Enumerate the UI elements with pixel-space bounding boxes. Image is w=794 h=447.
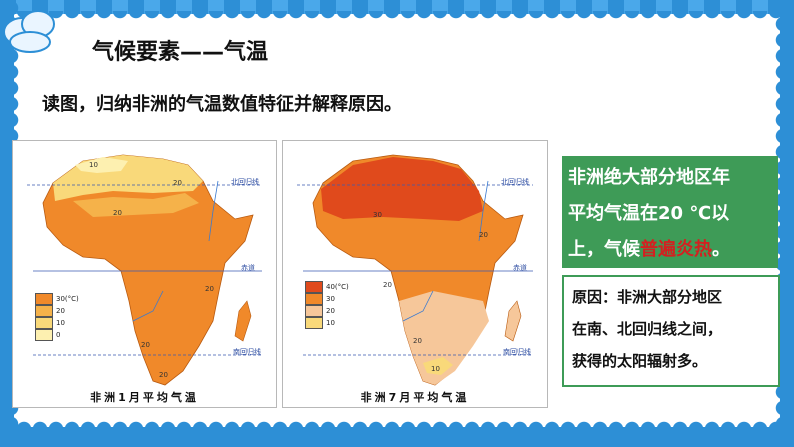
nile-river	[478, 180, 489, 242]
isotherm-label: 20	[413, 337, 422, 345]
conclusion-line: 上，气候普遍炎热。	[568, 239, 730, 260]
legend-item: 40(°C)	[305, 281, 349, 293]
africa-july-map	[297, 154, 533, 386]
map-july: 30 20 20 20 10 北回归线 赤道 南回归线 40(°C) 30 20…	[282, 140, 548, 408]
legend-item: 30(°C)	[35, 293, 79, 305]
mild-region	[73, 193, 199, 217]
tropic-north-label: 北回归线	[501, 178, 529, 186]
map-legend: 40(°C) 30 20 10	[305, 281, 349, 329]
madagascar-shape	[504, 300, 522, 342]
equator-label: 赤道	[241, 264, 255, 272]
nile-river	[208, 180, 219, 242]
map-legend: 30(°C) 20 10 0	[35, 293, 79, 341]
tropic-south-label: 南回归线	[233, 348, 261, 356]
reason-line: 原因：非洲大部分地区	[572, 288, 723, 306]
isotherm-label: 10	[89, 161, 98, 169]
conclusion-box: 非洲绝大部分地区年 平均气温在20 ℃以 上，气候普遍炎热。	[562, 156, 778, 268]
congo-river	[132, 290, 164, 322]
isotherm-label: 20	[113, 209, 122, 217]
instruction-text: 读图，归纳非洲的气温数值特征并解释原因。	[42, 94, 402, 115]
cloud-icon	[3, 10, 55, 53]
congo-river	[402, 290, 434, 322]
isotherm-label: 20	[383, 281, 392, 289]
map-caption: 非洲1月平均气温	[90, 391, 199, 404]
isotherm-label: 30	[373, 211, 382, 219]
conclusion-line: 平均气温在20 ℃以	[568, 203, 730, 224]
isotherm-label: 20	[159, 371, 168, 379]
legend-item: 0	[35, 329, 79, 341]
isotherm-label: 20	[205, 285, 214, 293]
legend-item: 30	[305, 293, 349, 305]
conclusion-line: 非洲绝大部分地区年	[568, 167, 730, 188]
highlight-text: 普遍炎热	[640, 239, 712, 260]
hottest-region	[321, 157, 483, 221]
reason-line: 在南、北回归线之间，	[572, 320, 723, 338]
legend-item: 10	[305, 317, 349, 329]
frame-right-border	[773, 0, 794, 447]
isotherm-label: 20	[173, 179, 182, 187]
reason-line: 获得的太阳辐射多。	[572, 352, 708, 370]
equator-label: 赤道	[513, 264, 527, 272]
isotherm-label: 20	[479, 231, 488, 239]
cool-region	[423, 357, 453, 375]
isotherm-label: 20	[141, 341, 150, 349]
tropic-south-label: 南回归线	[503, 348, 531, 356]
legend-item: 20	[305, 305, 349, 317]
madagascar-shape	[234, 300, 252, 342]
reason-box: 原因：非洲大部分地区 在南、北回归线之间， 获得的太阳辐射多。	[562, 275, 780, 387]
mild-region	[399, 291, 489, 385]
isotherm-label: 10	[431, 365, 440, 373]
legend-item: 10	[35, 317, 79, 329]
map-january: 10 20 20 20 20 20 北回归线 赤道 南回归线 30(°C) 20…	[12, 140, 277, 408]
frame-top-border	[0, 0, 794, 21]
tropic-north-label: 北回归线	[231, 178, 259, 186]
map-caption: 非洲7月平均气温	[360, 391, 470, 404]
frame-bottom-border	[0, 419, 794, 447]
africa-january-map	[27, 154, 262, 386]
coolest-region	[75, 157, 128, 173]
legend-item: 20	[35, 305, 79, 317]
page-title: 气候要素——气温	[92, 40, 269, 65]
